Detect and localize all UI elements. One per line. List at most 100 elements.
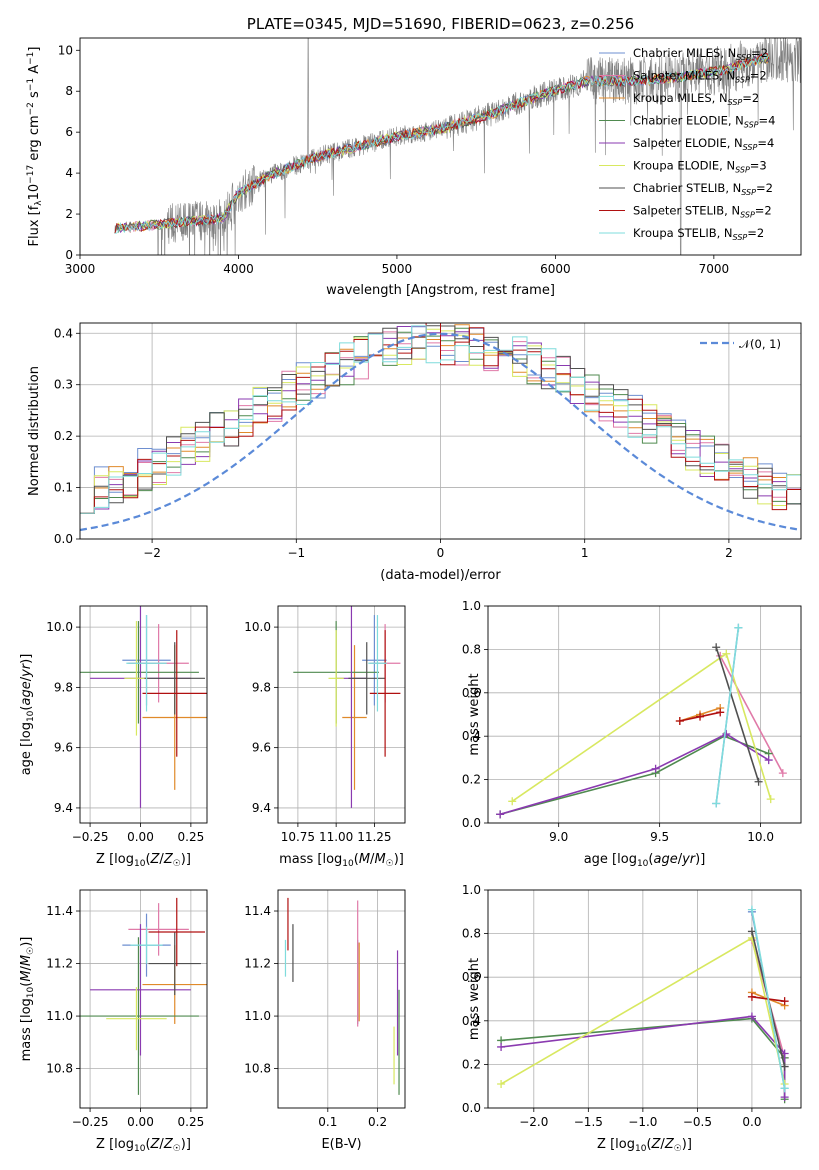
y-tick-label: 11.0 bbox=[244, 1009, 271, 1023]
plot-area bbox=[114, 38, 801, 255]
weight-marker bbox=[716, 708, 725, 717]
weight-vs-age-xlabel: age [log10(age/yr)] bbox=[584, 852, 706, 869]
label-part: Flux [f bbox=[27, 205, 42, 246]
y-tick-label: 0.1 bbox=[54, 481, 73, 495]
weight-marker bbox=[712, 643, 721, 652]
label-part: ☉ bbox=[386, 859, 394, 869]
x-tick-label: 9.0 bbox=[549, 830, 568, 844]
label-part: Z bbox=[664, 1137, 675, 1152]
label-part: λ bbox=[34, 200, 44, 206]
legend-label: Chabrier MILES, NSSP=2 bbox=[633, 46, 768, 62]
y-tick-label: 0.3 bbox=[54, 378, 73, 392]
label-part: 10 bbox=[635, 1144, 647, 1154]
label-part: M bbox=[19, 970, 34, 981]
weight-marker bbox=[722, 730, 731, 739]
legend-sub: SSP bbox=[735, 76, 750, 85]
y-tick-label: 11.4 bbox=[46, 904, 73, 918]
axes-frame bbox=[487, 889, 802, 1109]
x-tick-label: 0.0 bbox=[742, 1115, 761, 1129]
y-tick-label: 10.8 bbox=[46, 1062, 73, 1076]
errorbar-point-chabrier-elodie bbox=[80, 937, 199, 1095]
y-tick-label: 4 bbox=[65, 166, 73, 180]
label-part: Z bbox=[163, 852, 174, 867]
x-tick-label: 11.25 bbox=[357, 830, 391, 844]
label-part: Z bbox=[150, 852, 161, 867]
legend-tail: =2 bbox=[751, 46, 768, 60]
plot-area bbox=[496, 623, 787, 819]
y-tick-label: 11.2 bbox=[46, 957, 73, 971]
x-tick-label: −0.25 bbox=[72, 830, 109, 844]
legend-text: Salpeter MILES, N bbox=[633, 69, 735, 83]
legend-text: Chabrier ELODIE, N bbox=[633, 114, 744, 128]
weight-line bbox=[715, 627, 740, 804]
y-tick-label: 11.4 bbox=[244, 904, 271, 918]
errorbar-point-salpeter-stelib bbox=[142, 630, 207, 757]
legend-label: Salpeter MILES, NSSP=2 bbox=[633, 69, 767, 85]
weight-line bbox=[715, 646, 760, 783]
label-part: Z [log bbox=[96, 852, 134, 867]
y-tick-label: 0.6 bbox=[462, 970, 481, 984]
legend-sub: SSP bbox=[736, 53, 751, 62]
weight-marker bbox=[764, 756, 773, 765]
legend-text: Kroupa MILES, N bbox=[633, 91, 728, 105]
normal-curve bbox=[80, 332, 799, 532]
label-part: ( bbox=[646, 1137, 651, 1152]
label-part: )] bbox=[19, 654, 34, 664]
x-tick-label: 10.75 bbox=[281, 830, 315, 844]
x-tick-label: −1.0 bbox=[628, 1115, 657, 1129]
residuals-ylabel: Normed distribution bbox=[27, 366, 42, 496]
weight-marker bbox=[747, 992, 756, 1001]
label-part: ( bbox=[145, 852, 150, 867]
age-vs-mass-xlabel: mass [log10(M/M☉)] bbox=[279, 852, 404, 869]
errorbar-point-salpeter-elodie bbox=[90, 924, 191, 1056]
legend-tail: =3 bbox=[750, 159, 767, 173]
weight-series-salpeter-elodie bbox=[497, 1012, 789, 1102]
weight-marker bbox=[651, 764, 660, 773]
weight-series-kroupa-elodie bbox=[508, 649, 775, 806]
weight-marker bbox=[712, 799, 721, 808]
y-tick-label: 0.4 bbox=[54, 326, 73, 340]
y-tick-label: 0.2 bbox=[462, 773, 481, 787]
y-tick-label: 0.0 bbox=[462, 1101, 481, 1115]
weight-marker bbox=[497, 1042, 506, 1051]
axes-frame bbox=[79, 605, 208, 824]
y-tick-label: 9.8 bbox=[252, 680, 271, 694]
spectrum-xlabel: wavelength [Angstrom, rest frame] bbox=[326, 283, 555, 298]
x-tick-label: 0.00 bbox=[127, 830, 154, 844]
y-tick-label: 2 bbox=[65, 207, 73, 221]
legend-sub: SSP bbox=[743, 143, 758, 152]
label-part: Z [log bbox=[96, 1137, 134, 1152]
y-tick-label: 10.0 bbox=[46, 620, 73, 634]
label-part: 10 bbox=[26, 986, 36, 998]
label-part: ☉ bbox=[173, 1144, 181, 1154]
normal-legend-label: 𝒩(0, 1) bbox=[739, 337, 781, 351]
legend-label: Chabrier ELODIE, NSSP=4 bbox=[633, 114, 775, 130]
legend-tail: =2 bbox=[756, 181, 773, 195]
y-tick-label: 6 bbox=[65, 125, 73, 139]
y-tick-label: 9.4 bbox=[252, 801, 271, 815]
x-tick-label: −0.5 bbox=[683, 1115, 712, 1129]
y-tick-label: 10.0 bbox=[244, 620, 271, 634]
weight-line bbox=[719, 655, 784, 774]
label-part: )] bbox=[181, 1137, 191, 1152]
histogram-salpeter-stelib bbox=[80, 323, 801, 514]
label-part: yr bbox=[19, 662, 34, 678]
label-part: )] bbox=[19, 937, 34, 947]
y-tick-label: 9.8 bbox=[54, 680, 73, 694]
legend-text: Chabrier MILES, N bbox=[633, 46, 736, 60]
legend-sub: SSP bbox=[733, 233, 748, 242]
label-part: ] bbox=[27, 47, 42, 52]
y-tick-label: 0.4 bbox=[462, 1014, 481, 1028]
y-tick-label: 0.0 bbox=[462, 816, 481, 830]
legend-tail: =2 bbox=[750, 69, 767, 83]
legend-label: Kroupa STELIB, NSSP=2 bbox=[633, 226, 764, 242]
y-tick-label: 0.6 bbox=[462, 686, 481, 700]
x-tick-label: −0.25 bbox=[72, 1115, 109, 1129]
label-part: ( bbox=[648, 852, 653, 867]
weight-line bbox=[751, 909, 786, 1089]
x-tick-label: 5000 bbox=[382, 262, 413, 276]
label-part: age bbox=[653, 852, 677, 867]
x-tick-label: −1.5 bbox=[574, 1115, 603, 1129]
errorbar-point-kroupa-miles bbox=[342, 645, 367, 790]
label-part: ☉ bbox=[26, 947, 36, 955]
